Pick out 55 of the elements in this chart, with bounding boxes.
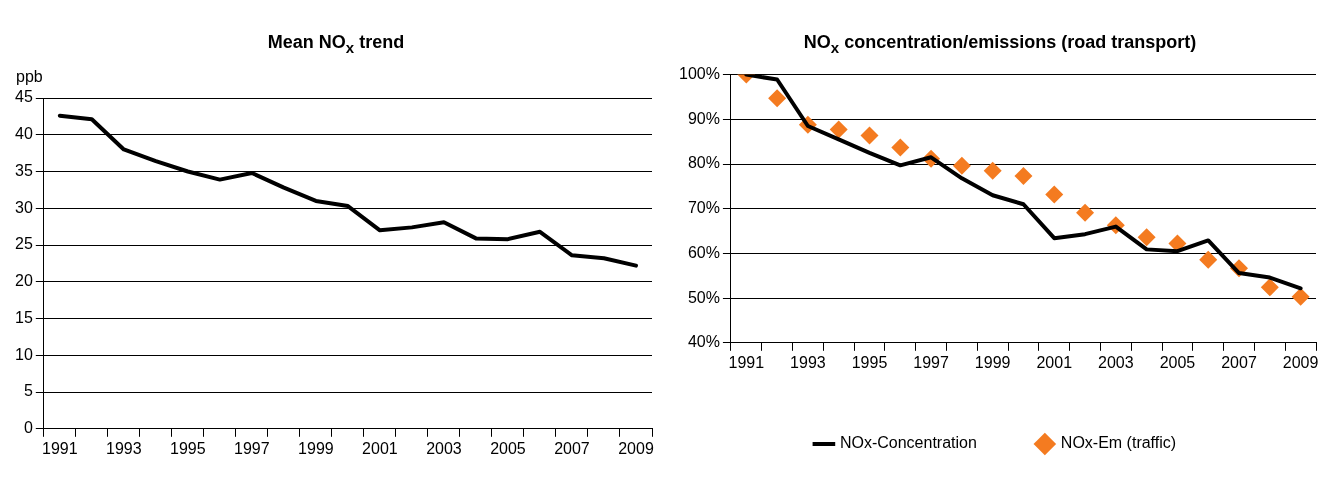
y-tick-label: 25 — [15, 235, 33, 253]
y-tick-label: 100% — [679, 65, 720, 83]
x-tick-label: 2007 — [554, 439, 590, 457]
x-tick-label: 2005 — [490, 439, 526, 457]
y-axis-title: ppb — [16, 68, 43, 86]
point — [1014, 167, 1033, 186]
point — [829, 120, 848, 139]
point — [1291, 287, 1310, 306]
point — [1076, 203, 1095, 222]
x-tick-label: 2005 — [1159, 353, 1196, 371]
y-tick-label: 0 — [23, 419, 33, 437]
x-tick-label: 2009 — [618, 439, 654, 457]
point — [983, 161, 1002, 180]
point — [860, 126, 879, 145]
x-tick-label: 1991 — [728, 353, 765, 371]
y-tick-label: 60% — [687, 243, 720, 261]
x-tick-label: 2007 — [1221, 353, 1257, 371]
legend-label: NOx-Em (traffic) — [1060, 434, 1177, 452]
chart-title: NO$_{x}$ concentration/emissions (road transport) — [803, 32, 1197, 58]
chart-title: Mean NO$_{x}$ trend — [267, 32, 405, 58]
x-tick-label: 2009 — [1282, 353, 1319, 371]
x-tick-label: 1993 — [106, 439, 142, 457]
x-tick-label: 1995 — [170, 439, 206, 457]
point — [1260, 278, 1279, 297]
y-tick-label: 40% — [687, 333, 720, 351]
x-tick-label: 1997 — [913, 353, 949, 371]
x-tick-label: 1999 — [974, 353, 1011, 371]
x-tick-label: 1999 — [298, 439, 334, 457]
y-tick-label: 5 — [23, 382, 33, 400]
y-tick-label: 45 — [15, 88, 33, 106]
y-tick-label: 70% — [687, 199, 720, 217]
y-tick-label: 50% — [687, 288, 720, 306]
y-tick-label: 40 — [15, 125, 33, 143]
legend-label: NOx-Concentration — [839, 434, 977, 452]
x-tick-label: 1991 — [42, 439, 78, 457]
point — [891, 138, 910, 157]
y-tick-label: 15 — [15, 308, 33, 326]
x-tick-label: 1995 — [851, 353, 888, 371]
y-tick-label: 35 — [15, 161, 33, 179]
y-tick-label: 20 — [15, 272, 33, 290]
y-tick-label: 80% — [687, 154, 720, 172]
point — [1137, 228, 1156, 247]
point — [1199, 250, 1218, 269]
point — [768, 89, 787, 108]
x-tick-label: 1993 — [790, 353, 826, 371]
x-tick-label: 2001 — [1036, 353, 1073, 371]
x-tick-label: 2001 — [362, 439, 398, 457]
x-tick-label: 2003 — [426, 439, 462, 457]
point — [952, 156, 971, 175]
x-tick-label: 2003 — [1098, 353, 1134, 371]
point — [1045, 185, 1064, 204]
x-tick-label: 1997 — [234, 439, 270, 457]
y-tick-label: 30 — [15, 198, 33, 216]
y-tick-label: 10 — [15, 345, 33, 363]
y-tick-label: 90% — [687, 109, 720, 127]
